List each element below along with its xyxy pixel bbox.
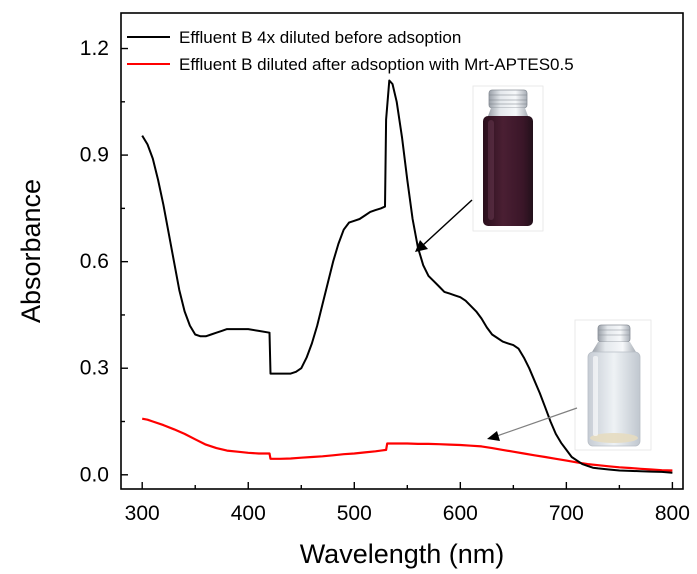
- legend-label-after: Effluent B diluted after adsoption with …: [179, 55, 574, 74]
- y-tick-label-1.2: 1.2: [80, 37, 109, 60]
- series-line-before-adsorption: [141, 79, 673, 474]
- vial-after-photo: [574, 319, 652, 451]
- y-tick-label-0.6: 0.6: [80, 250, 109, 273]
- legend: Effluent B 4x diluted before adsoption E…: [127, 28, 574, 74]
- x-tick-label-600: 600: [443, 502, 478, 525]
- arrow-to-after-curve: [487, 407, 578, 441]
- arrow-to-before-curve: [415, 199, 473, 252]
- y-axis-title: Absorbance: [16, 179, 46, 323]
- x-axis-title: Wavelength (nm): [300, 539, 505, 569]
- y-tick-label-0.9: 0.9: [80, 144, 109, 167]
- x-axis-ticks: [141, 482, 674, 489]
- y-axis-ticks: [121, 47, 128, 476]
- y-tick-label-0.3: 0.3: [80, 357, 109, 380]
- y-tick-label-0.0: 0.0: [80, 463, 109, 486]
- x-tick-labels: 300 400 500 600 700 800: [125, 502, 690, 525]
- x-tick-label-700: 700: [549, 502, 584, 525]
- y-tick-labels: 0.0 0.3 0.6 0.9 1.2: [80, 37, 109, 486]
- x-tick-label-300: 300: [125, 502, 160, 525]
- vial-before-photo: [472, 85, 544, 232]
- x-tick-label-400: 400: [231, 502, 266, 525]
- x-tick-label-500: 500: [337, 502, 372, 525]
- plot-frame: [120, 12, 684, 490]
- legend-label-before: Effluent B 4x diluted before adsoption: [179, 28, 461, 47]
- x-tick-label-800: 800: [655, 502, 690, 525]
